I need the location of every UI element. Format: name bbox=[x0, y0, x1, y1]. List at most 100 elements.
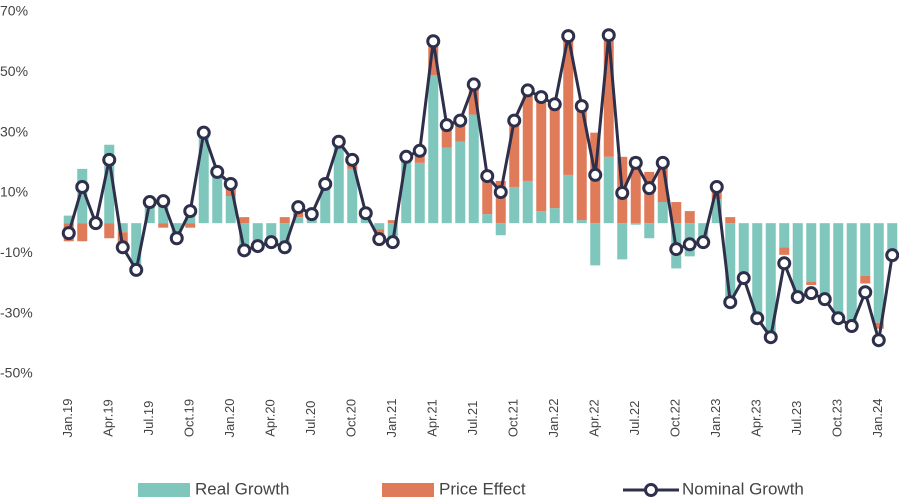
line-point bbox=[61, 226, 76, 241]
bar bbox=[698, 223, 709, 243]
line-point bbox=[88, 216, 103, 231]
bar bbox=[630, 223, 641, 225]
line-point bbox=[358, 206, 373, 221]
line-point bbox=[345, 152, 360, 167]
line-point bbox=[655, 155, 670, 170]
bar bbox=[455, 141, 466, 224]
bar bbox=[171, 223, 182, 239]
bar bbox=[185, 223, 196, 228]
bar bbox=[482, 214, 493, 224]
line-point bbox=[264, 235, 279, 250]
bar bbox=[630, 156, 641, 224]
line-point bbox=[723, 295, 738, 310]
line-point bbox=[453, 113, 468, 128]
x-tick-label: Jan.23 bbox=[708, 398, 723, 437]
line-point bbox=[466, 77, 481, 92]
bar bbox=[509, 120, 520, 187]
bar bbox=[158, 202, 169, 224]
bar bbox=[279, 223, 290, 248]
legend-label: Price Effect bbox=[439, 479, 526, 498]
bar bbox=[603, 156, 614, 224]
line-point bbox=[169, 231, 184, 246]
line-point bbox=[210, 164, 225, 179]
x-tick-label: Jan.21 bbox=[384, 398, 399, 437]
x-tick-label: Oct.21 bbox=[506, 399, 521, 437]
y-tick-label: 30% bbox=[0, 123, 28, 139]
bar bbox=[117, 223, 128, 233]
x-tick-label: Jan.20 bbox=[222, 398, 237, 437]
line-point bbox=[223, 176, 238, 191]
bar bbox=[819, 223, 830, 299]
bar bbox=[428, 45, 439, 76]
bar bbox=[428, 75, 439, 224]
bar bbox=[846, 223, 857, 326]
legend-label: Nominal Growth bbox=[682, 479, 804, 498]
bar bbox=[806, 281, 817, 286]
line-point bbox=[237, 243, 252, 258]
line-point bbox=[642, 181, 657, 196]
line-point bbox=[331, 134, 346, 149]
bar bbox=[711, 199, 722, 224]
x-tick-label: Oct.23 bbox=[830, 399, 845, 437]
line-point bbox=[520, 83, 535, 98]
bar bbox=[549, 105, 560, 209]
bar bbox=[522, 180, 533, 224]
line-point bbox=[601, 28, 616, 43]
bar bbox=[684, 211, 695, 224]
bar bbox=[671, 202, 682, 224]
bar bbox=[887, 223, 898, 256]
bar bbox=[617, 223, 628, 260]
bar bbox=[725, 223, 736, 302]
bar bbox=[401, 159, 412, 224]
line-point bbox=[547, 97, 562, 112]
bar bbox=[522, 90, 533, 181]
x-tick-label: Oct.22 bbox=[668, 399, 683, 437]
line-point bbox=[858, 285, 873, 300]
x-tick-label: Oct.19 bbox=[182, 399, 197, 437]
bar bbox=[320, 183, 331, 224]
bar bbox=[644, 171, 655, 224]
x-tick-label: Apr.22 bbox=[587, 399, 602, 437]
bar bbox=[779, 247, 790, 255]
bar bbox=[806, 223, 817, 282]
line-point bbox=[493, 185, 508, 200]
legend-label: Real Growth bbox=[195, 479, 289, 498]
bar bbox=[252, 223, 263, 247]
bar bbox=[495, 180, 506, 224]
x-tick-label: Jul.22 bbox=[627, 401, 642, 436]
line-point bbox=[750, 311, 765, 326]
line-point bbox=[399, 149, 414, 164]
line-point bbox=[156, 194, 171, 209]
line-point bbox=[115, 240, 130, 255]
bar bbox=[873, 322, 884, 329]
line-point bbox=[736, 271, 751, 286]
bar bbox=[833, 223, 844, 319]
bar bbox=[387, 223, 398, 242]
x-tick-label: Apr.20 bbox=[263, 399, 278, 437]
bar bbox=[144, 202, 155, 224]
line-point bbox=[183, 204, 198, 219]
x-tick-label: Jan.22 bbox=[546, 398, 561, 437]
x-tick-label: Apr.19 bbox=[101, 399, 116, 437]
legend-marker bbox=[644, 483, 658, 497]
bar bbox=[414, 162, 425, 224]
bar bbox=[792, 223, 803, 298]
line-point bbox=[817, 292, 832, 307]
bar bbox=[63, 215, 74, 224]
line-point bbox=[844, 319, 859, 334]
bar bbox=[536, 96, 547, 212]
bar bbox=[576, 105, 587, 221]
line-point bbox=[831, 311, 846, 326]
line-point bbox=[885, 248, 899, 263]
bar bbox=[482, 174, 493, 215]
bar bbox=[468, 84, 479, 115]
bar bbox=[333, 141, 344, 224]
bar bbox=[603, 36, 614, 157]
y-tick-label: -30% bbox=[0, 304, 33, 320]
bar bbox=[441, 147, 452, 224]
x-tick-label: Jan.24 bbox=[870, 398, 885, 437]
line-point bbox=[129, 262, 144, 277]
bar bbox=[590, 223, 601, 266]
y-tick-label: 10% bbox=[0, 184, 28, 200]
bar bbox=[549, 208, 560, 224]
